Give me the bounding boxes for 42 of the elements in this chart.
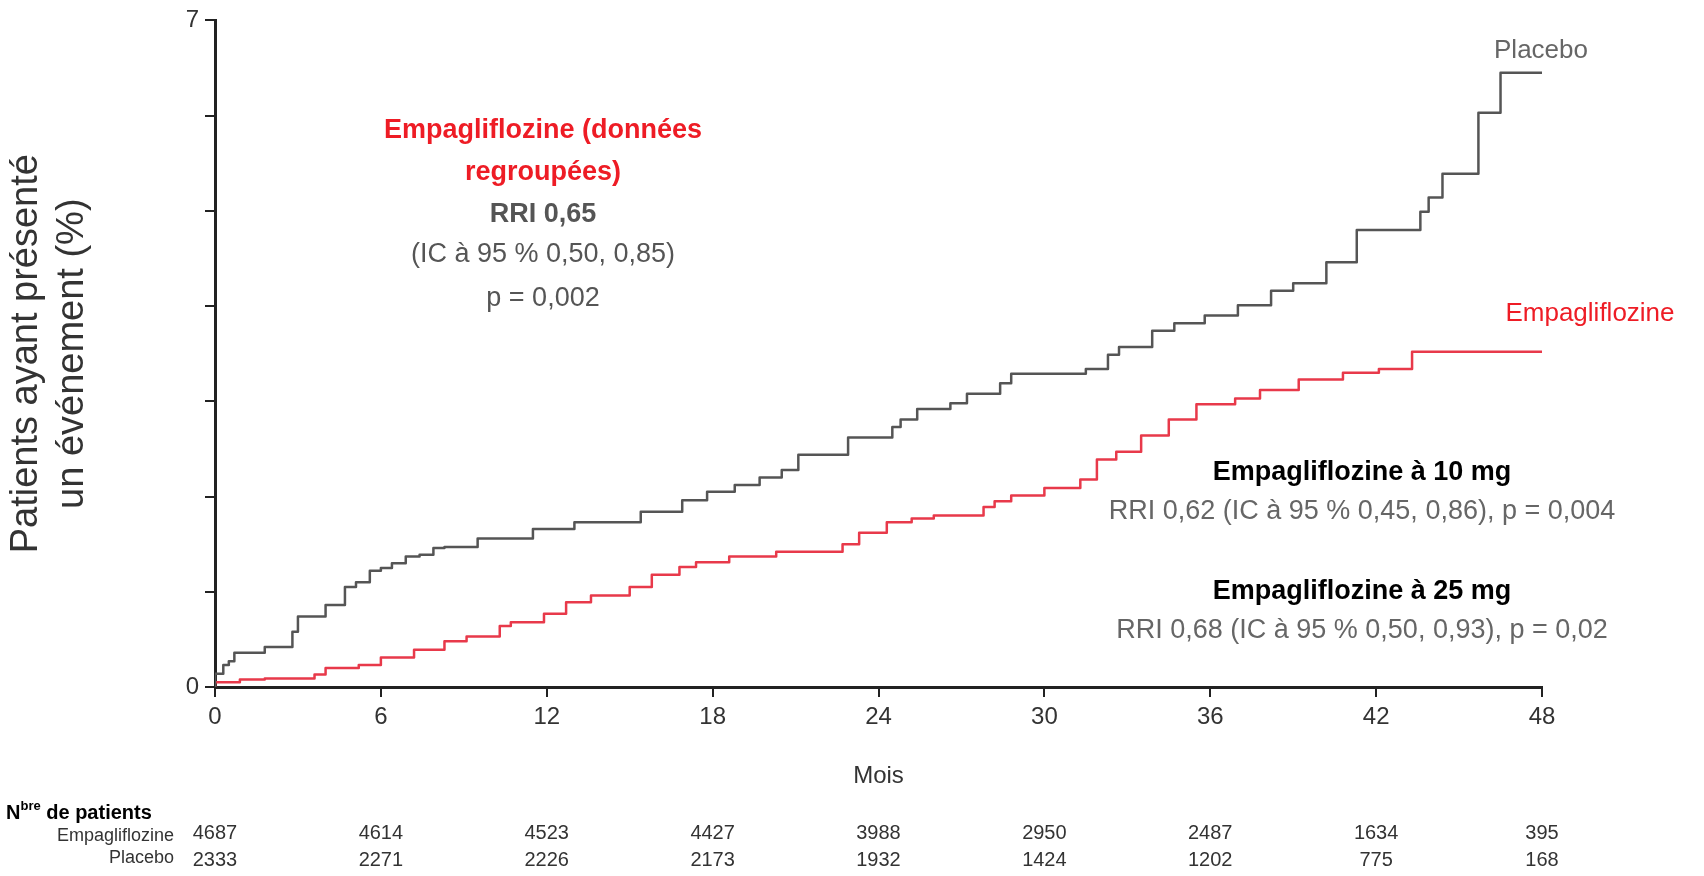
annotation: Empagliflozine à 25 mg	[1212, 575, 1512, 606]
annotation: Empagliflozine (données regroupées)	[383, 114, 703, 187]
text: 1424	[1022, 847, 1067, 870]
series-label: Empagliflozine	[1505, 296, 1675, 327]
annotation: Empagliflozine à 10 mg	[1212, 456, 1512, 487]
annotation: RRI 0,65	[489, 198, 597, 229]
series-label: Placebo	[1494, 33, 1588, 64]
annotation: p = 0,002	[486, 282, 600, 313]
x-axis-title: Mois	[853, 761, 904, 789]
text: 4523	[524, 820, 569, 843]
text: 2271	[358, 847, 404, 870]
text: 1202	[1188, 847, 1233, 870]
x-tick-label: 36	[1196, 702, 1224, 730]
y-tick-label: 7	[185, 5, 199, 33]
x-tick-label: 42	[1362, 702, 1390, 730]
annotation: RRI 0,68 (IC à 95 % 0,50, 0,93), p = 0,02	[1116, 614, 1608, 645]
text: 4687	[192, 820, 238, 843]
text: 1634	[1353, 820, 1399, 843]
text: 395	[1525, 820, 1559, 843]
x-tick-label: 30	[1031, 702, 1058, 730]
x-tick-label: 6	[374, 702, 388, 730]
text: 2173	[690, 847, 735, 870]
y-axis-title: Patients ayant présenté un événement (%)	[3, 154, 91, 554]
text: Placebo	[108, 846, 174, 867]
text: 4614	[358, 820, 404, 843]
text: 4427	[690, 820, 735, 843]
text: 168	[1525, 847, 1559, 870]
text: 2950	[1022, 820, 1067, 843]
x-tick-label: 48	[1528, 702, 1556, 730]
text: 2487	[1188, 820, 1233, 843]
text: 3988	[856, 820, 901, 843]
x-tick-label: 0	[208, 702, 222, 730]
text: 2226	[524, 847, 569, 870]
annotation: RRI 0,62 (IC à 95 % 0,45, 0,86), p = 0,004	[1108, 495, 1616, 526]
text: 2333	[192, 847, 238, 870]
text: 1932	[856, 847, 901, 870]
x-tick-label: 24	[865, 702, 892, 730]
annotation: (IC à 95 % 0,50, 0,85)	[410, 238, 676, 269]
x-tick-label: 12	[533, 702, 561, 730]
text: 775	[1359, 847, 1393, 870]
x-tick-label: 18	[699, 702, 726, 730]
text: Empagliflozine	[56, 824, 174, 845]
